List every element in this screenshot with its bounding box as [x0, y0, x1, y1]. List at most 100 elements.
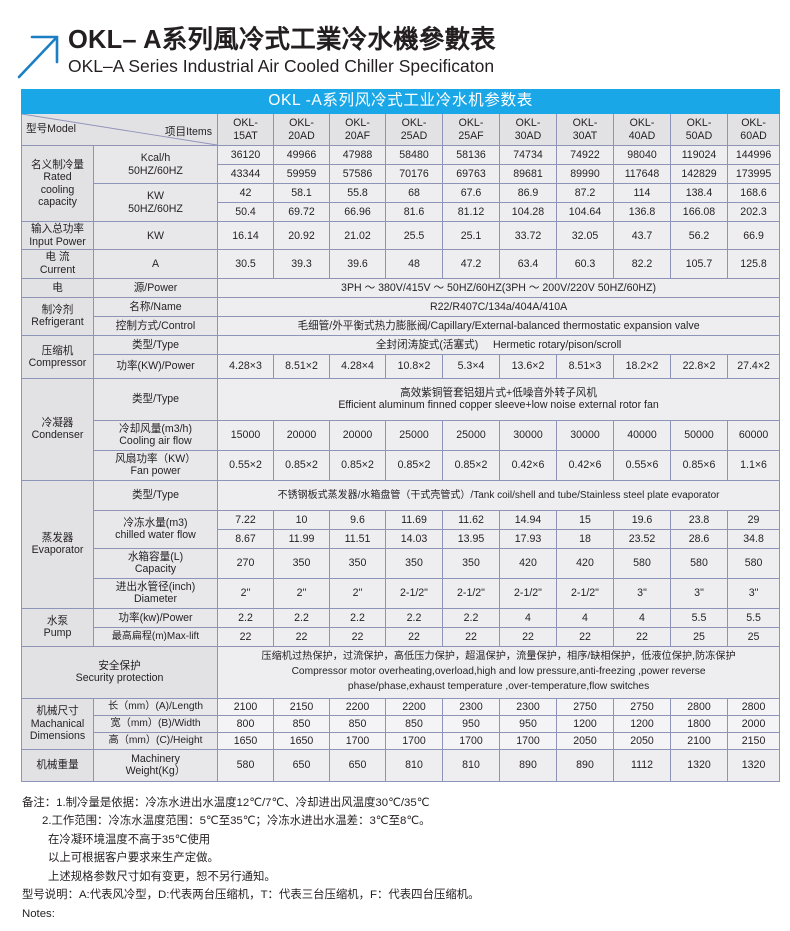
model-column-header: OKL- 25AF	[442, 113, 500, 146]
row-label-height: 高（mm）(C)/Height	[93, 731, 218, 750]
row-group-label-evaporator: 蒸发器 Evaporator	[21, 479, 94, 609]
label-line: 电 流	[45, 251, 70, 264]
row-group-label-current: 电 流 Current	[21, 249, 94, 279]
cell: 18.2×2	[613, 353, 671, 379]
security-line-3: phase/phase,exhaust temperature ,over-te…	[347, 680, 650, 692]
model-column-header: OKL- 40AD	[613, 113, 671, 146]
cell: 168.6	[726, 183, 781, 203]
row-group-label-rated-cooling: 名义制冷量 Rated cooling capacity	[21, 145, 94, 222]
model-column-header: OKL- 25AD	[385, 113, 443, 146]
row-group-label-compressor: 压缩机 Compressor	[21, 334, 94, 379]
cell: 25000	[385, 419, 443, 451]
cell: 420	[556, 547, 614, 579]
page-subtitle: OKL–A Series Industrial Air Cooled Chill…	[68, 55, 495, 76]
table-row: 水箱容量(L) Capacity 270 350 350 350 350 420…	[22, 547, 781, 579]
cell: 33.72	[499, 220, 557, 251]
cell: 1700	[329, 731, 386, 750]
cell: 4.28×3	[217, 353, 274, 379]
cell: 2300	[442, 697, 500, 716]
cell: 22	[499, 626, 557, 647]
cell: 950	[499, 714, 557, 733]
cell: 27.4×2	[726, 353, 781, 379]
note-line-6: 型号说明：A:代表风冷型，D:代表两台压缩机，T：代表三台压缩机，F：代表四台压…	[22, 889, 480, 902]
cell: 890	[556, 748, 614, 782]
cell: 49966	[273, 145, 330, 165]
label-line: Rated	[43, 171, 72, 184]
table-row: 功率(KW)/Power 4.28×3 8.51×2 4.28×4 10.8×2…	[22, 353, 781, 379]
security-line-2: Compressor motor overheating,overload,hi…	[291, 665, 706, 677]
label-line: 冷凝器	[41, 417, 74, 430]
label-line: Diameter	[134, 593, 177, 606]
cell: 15000	[217, 419, 274, 451]
cell: 68	[385, 183, 443, 203]
cell: 850	[273, 714, 330, 733]
cell: 3"	[670, 577, 728, 609]
cell: 18	[556, 528, 614, 549]
cell: 2.2	[217, 607, 274, 628]
cell: 580	[613, 547, 671, 579]
cell: 125.8	[726, 249, 781, 279]
label-line: capacity	[38, 195, 77, 208]
label-line: 冷却风量(m3/h)	[119, 422, 192, 435]
cell: 2"	[273, 577, 330, 609]
cell: 34.8	[726, 528, 781, 549]
cell: 23.52	[613, 528, 671, 549]
footer-notes: 备注：1.制冷量是依据：冷冻水进出水温度12℃/7℃、冷却进出风温度30℃/35…	[0, 782, 790, 923]
cell: 10.8×2	[385, 353, 443, 379]
label-line: 蒸发器	[41, 532, 74, 545]
cell: 2"	[329, 577, 386, 609]
table-row: 最高扁程(m)Max-lift 22 22 22 22 22 22 22 22 …	[22, 626, 781, 647]
cell: 2150	[726, 731, 781, 750]
cell: 39.3	[273, 249, 330, 279]
table-row: 机械尺寸 Machanical Dimensions 长（mm）(A)/Leng…	[21, 697, 781, 750]
model-column-header: OKL- 50AD	[670, 113, 728, 146]
table-banner: OKL -A系列风冷式工业冷水机参数表	[20, 89, 781, 114]
cell: 2750	[556, 697, 614, 716]
label-line: Capacity	[134, 563, 177, 576]
spec-table-container: OKL -A系列风冷式工业冷水机参数表 型号Model 项目Items OKL-…	[0, 80, 790, 782]
cell: 2150	[273, 697, 330, 716]
row-label-pump-lift: 最高扁程(m)Max-lift	[93, 626, 218, 647]
security-line-1: 压缩机过热保护，过流保护，高低压力保护，超温保护，流量保护，相序/缺相保护，低液…	[261, 651, 736, 663]
cell: 19.6	[613, 509, 671, 530]
cell: 8.67	[217, 528, 274, 549]
table-row: 电 源/Power 3PH ～ 380V/415V ～ 50HZ/60HZ(3P…	[21, 277, 781, 298]
cell: 1320	[726, 748, 781, 782]
cell: 14.03	[385, 528, 443, 549]
model-column-header: OKL- 30AD	[499, 113, 557, 146]
cell: 142829	[670, 164, 728, 184]
cell: 2.2	[442, 607, 500, 628]
cell: 3"	[613, 577, 671, 609]
cell: 2050	[556, 731, 614, 750]
model-column-header: OKL- 20AD	[273, 113, 330, 146]
table-row: 蒸发器 Evaporator 类型/Type 不锈钢板式蒸发器/水箱盘管（干式壳…	[21, 479, 781, 609]
cell: 22	[556, 626, 614, 647]
cell: 60000	[726, 419, 781, 451]
cell: 2"	[217, 577, 274, 609]
cell: 74734	[499, 145, 557, 165]
cell: 29	[726, 509, 781, 530]
row-label-kcal: Kcal/h 50HZ/60HZ	[93, 145, 218, 184]
cell: 11.69	[385, 509, 443, 530]
cell: 0.55×6	[613, 449, 671, 481]
cell: 1700	[499, 731, 557, 750]
cell: 3"	[726, 577, 781, 609]
cell-compressor-type: 全封闭涛旋式(活塞式) Hermetic rotary/pison/scroll	[216, 334, 781, 355]
cell: 104.64	[556, 202, 614, 222]
cell: 25	[670, 626, 728, 647]
cell: 4	[499, 607, 557, 628]
cell: 2300	[499, 697, 557, 716]
cell: 810	[385, 748, 443, 782]
row-label-tank-capacity: 水箱容量(L) Capacity	[93, 547, 218, 579]
cell: 2100	[217, 697, 274, 716]
cell: 13.6×2	[499, 353, 557, 379]
table-row: 冷凝器 Condenser 类型/Type 高效紫铜管套铝翅片式+低噪音外转子风…	[21, 377, 781, 481]
table-row: 风扇功率（KW） Fan power 0.55×2 0.85×2 0.85×2 …	[22, 449, 781, 481]
table-row: 冷冻水量(m3) chilled water flow 7.22 10 9.6 …	[22, 509, 781, 549]
cell: 57586	[329, 164, 386, 184]
cell: 47988	[329, 145, 386, 165]
cell: 890	[499, 748, 557, 782]
cell: 87.2	[556, 183, 614, 203]
cell: 22	[217, 626, 274, 647]
label-line: 风扇功率（KW）	[115, 452, 196, 465]
